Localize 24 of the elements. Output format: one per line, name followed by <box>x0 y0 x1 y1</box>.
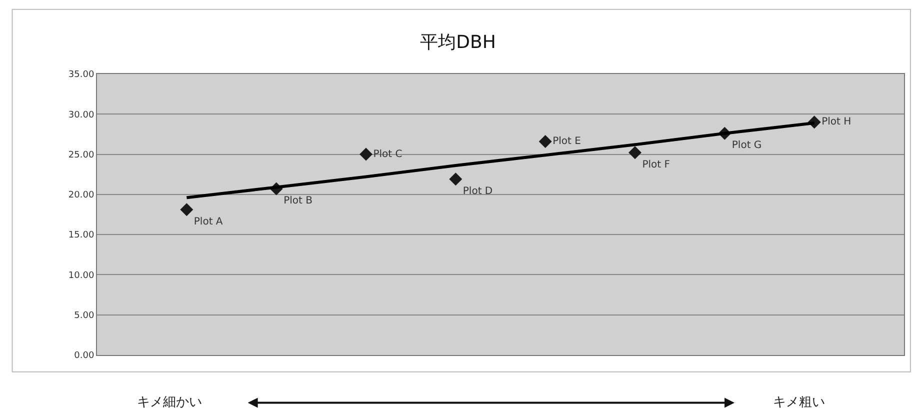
data-label: Plot G <box>732 140 762 152</box>
text: キメ粗い <box>773 395 825 410</box>
y-tick-label: 15.00 <box>68 230 94 241</box>
data-label: Plot D <box>462 186 493 197</box>
y-tick-label: 20.00 <box>68 190 94 201</box>
data-label: Plot E <box>552 136 581 147</box>
data-label: Plot F <box>642 159 670 170</box>
point <box>628 146 642 160</box>
chart-title: 平均DBH <box>420 32 496 54</box>
y-tick-label: 35.00 <box>68 70 94 80</box>
point <box>180 203 194 216</box>
text: キメ細かい <box>137 395 202 410</box>
point <box>538 134 552 148</box>
y-tick-label: 10.00 <box>68 270 94 281</box>
data-label: Plot A <box>194 216 223 228</box>
y-tick-label: 25.00 <box>68 150 94 160</box>
point <box>360 148 372 161</box>
y-tick-label: 5.00 <box>74 311 94 322</box>
data-label: Plot B <box>284 196 313 207</box>
data-label: Plot C <box>373 148 402 160</box>
data-label: Plot H <box>822 116 852 128</box>
point <box>449 172 462 186</box>
y-tick-label: 30.00 <box>68 110 94 120</box>
y-tick-label: 0.00 <box>74 351 94 362</box>
